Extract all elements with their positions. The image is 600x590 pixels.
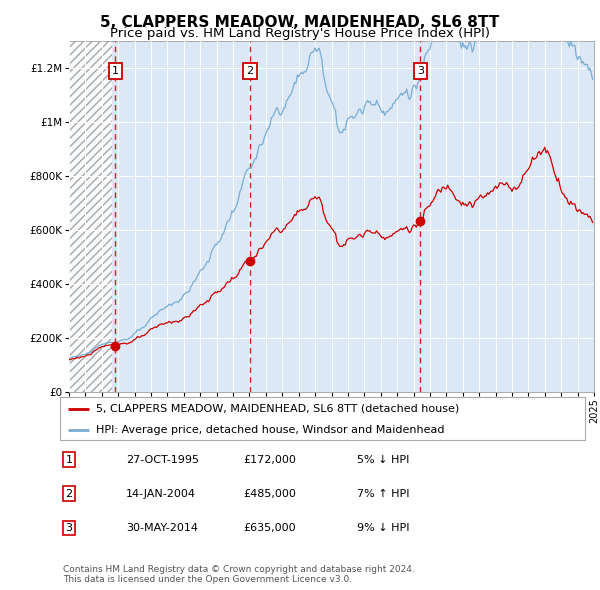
Text: 1: 1 [65,455,73,464]
Text: 2: 2 [247,66,254,76]
Text: £485,000: £485,000 [243,489,296,499]
Text: £172,000: £172,000 [243,455,296,464]
Text: Contains HM Land Registry data © Crown copyright and database right 2024.
This d: Contains HM Land Registry data © Crown c… [63,565,415,584]
Text: 27-OCT-1995: 27-OCT-1995 [126,455,199,464]
Text: 3: 3 [65,523,73,533]
Text: HPI: Average price, detached house, Windsor and Maidenhead: HPI: Average price, detached house, Wind… [96,425,444,435]
Text: 30-MAY-2014: 30-MAY-2014 [126,523,198,533]
Text: Price paid vs. HM Land Registry's House Price Index (HPI): Price paid vs. HM Land Registry's House … [110,27,490,40]
Text: 2: 2 [65,489,73,499]
Text: 14-JAN-2004: 14-JAN-2004 [126,489,196,499]
Text: 5, CLAPPERS MEADOW, MAIDENHEAD, SL6 8TT: 5, CLAPPERS MEADOW, MAIDENHEAD, SL6 8TT [100,15,500,30]
Text: 7% ↑ HPI: 7% ↑ HPI [357,489,409,499]
Text: 5% ↓ HPI: 5% ↓ HPI [357,455,409,464]
Text: 1: 1 [112,66,119,76]
Bar [69,41,112,392]
Text: 3: 3 [417,66,424,76]
Text: 9% ↓ HPI: 9% ↓ HPI [357,523,409,533]
Text: £635,000: £635,000 [243,523,296,533]
Text: 5, CLAPPERS MEADOW, MAIDENHEAD, SL6 8TT (detached house): 5, CLAPPERS MEADOW, MAIDENHEAD, SL6 8TT … [96,404,459,414]
